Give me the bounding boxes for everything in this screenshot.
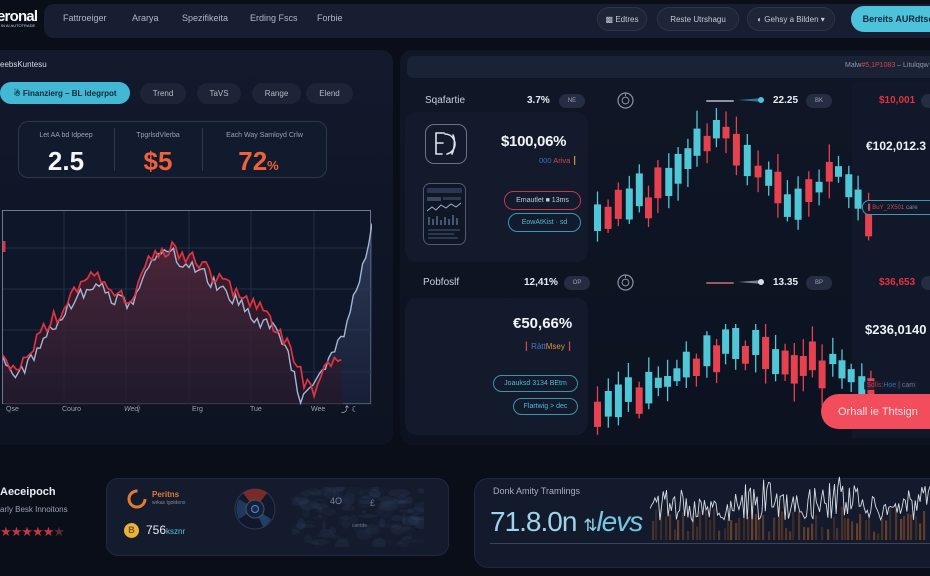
svg-text:4O: 4O <box>330 496 342 506</box>
svg-text:£: £ <box>370 498 375 508</box>
svg-text:ceirtde: ceirtde <box>352 523 367 529</box>
